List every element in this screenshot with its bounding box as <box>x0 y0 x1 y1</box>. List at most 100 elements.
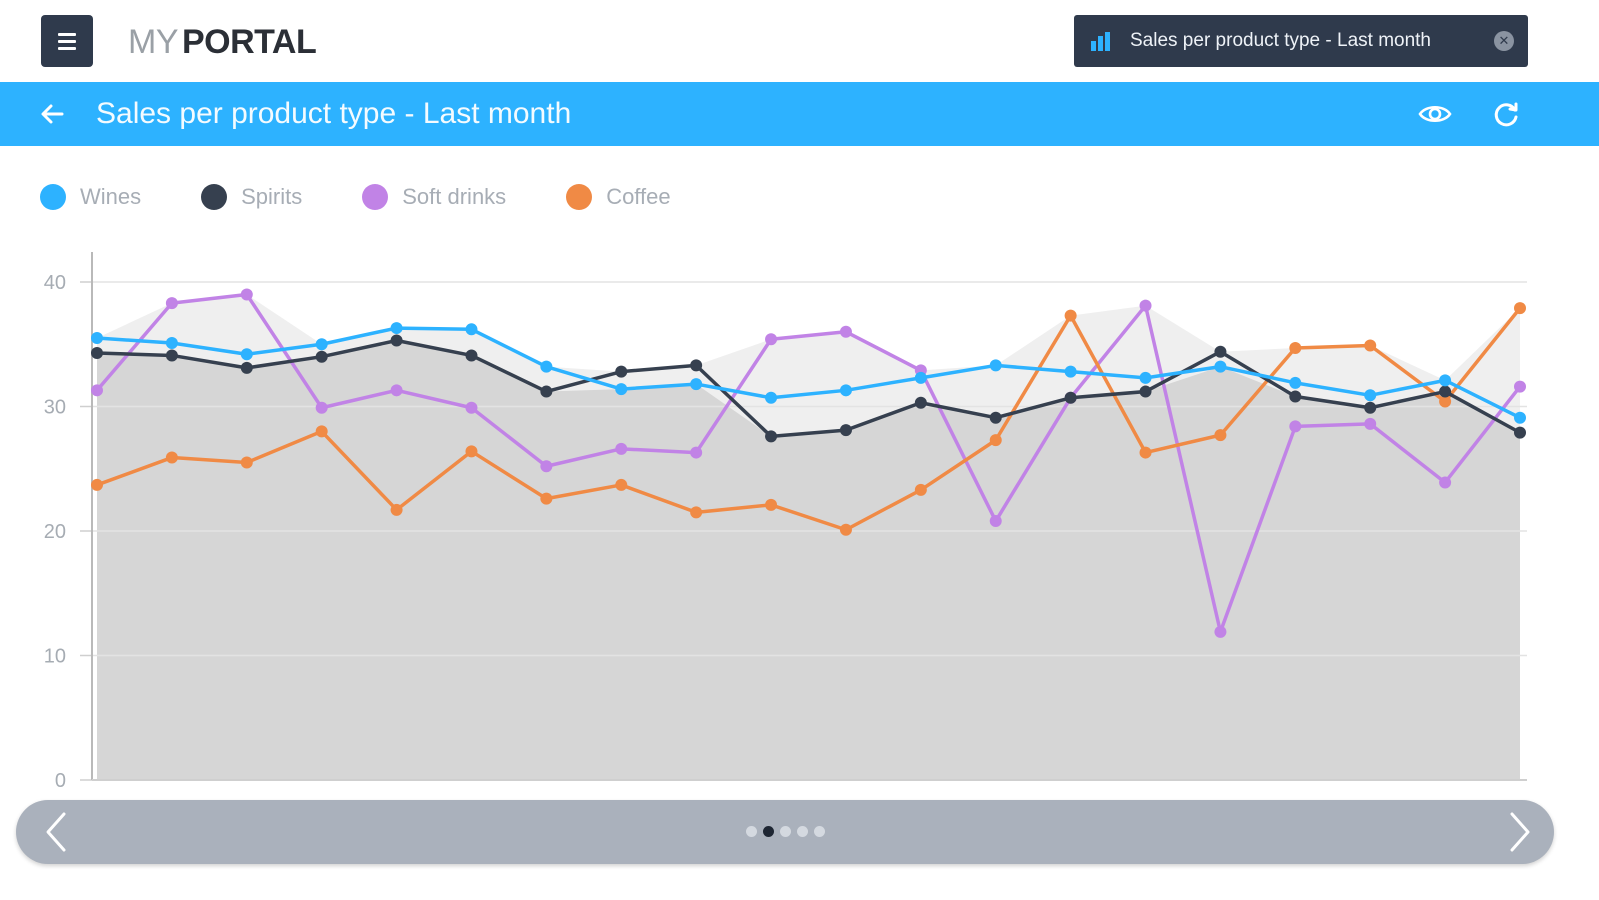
data-point-soft-drinks <box>1289 420 1302 433</box>
data-point-soft-drinks <box>1439 476 1452 489</box>
data-point-coffee <box>1289 341 1302 354</box>
data-point-wines <box>1289 376 1302 389</box>
data-point-wines <box>91 332 103 345</box>
legend-item-wines[interactable]: Wines <box>40 184 141 210</box>
data-point-spirits <box>914 396 927 409</box>
legend-label: Coffee <box>606 184 671 209</box>
data-point-spirits <box>690 359 703 372</box>
data-point-coffee <box>1439 395 1452 408</box>
data-point-spirits <box>240 361 253 374</box>
data-point-soft-drinks <box>240 288 253 301</box>
page-dot[interactable] <box>813 826 825 837</box>
data-point-soft-drinks <box>1214 625 1227 638</box>
data-point-coffee <box>615 478 628 491</box>
series-line-soft-drinks <box>95 292 1522 634</box>
page-dot[interactable] <box>796 826 808 837</box>
chevron-right-icon[interactable] <box>1502 810 1538 854</box>
data-point-coffee <box>1064 309 1077 322</box>
data-point-wines <box>540 360 553 373</box>
data-point-soft-drinks <box>765 333 778 346</box>
data-point-spirits <box>1514 426 1526 439</box>
close-circle-icon[interactable]: ✕ <box>1494 31 1514 51</box>
data-point-coffee <box>1514 302 1526 315</box>
data-point-wines <box>1439 374 1452 387</box>
report-selector[interactable]: Sales per product type - Last month ✕ <box>1074 15 1528 67</box>
data-point-spirits <box>540 385 553 398</box>
data-point-wines <box>1214 360 1227 373</box>
legend-item-soft-drinks[interactable]: Soft drinks <box>362 184 506 210</box>
data-point-wines <box>1514 411 1526 424</box>
y-tick-label: 20 <box>44 521 66 543</box>
data-point-wines <box>690 378 703 391</box>
data-point-soft-drinks <box>1514 380 1526 393</box>
menu-line <box>58 39 76 43</box>
data-point-wines <box>1064 365 1077 378</box>
data-point-spirits <box>1289 390 1302 403</box>
arrow-left-icon[interactable] <box>36 98 68 130</box>
data-point-soft-drinks <box>540 460 553 473</box>
legend-dot-icon <box>362 184 389 210</box>
data-point-wines <box>765 391 778 404</box>
data-point-wines <box>1139 371 1152 384</box>
app-logo: MY PORTAL <box>128 20 317 64</box>
refresh-icon[interactable] <box>1490 98 1522 130</box>
legend-dot-icon <box>566 184 593 210</box>
data-point-wines <box>989 359 1002 372</box>
chevron-left-icon[interactable] <box>38 810 74 854</box>
data-point-spirits <box>390 334 403 347</box>
data-point-wines <box>315 338 328 351</box>
data-point-coffee <box>989 434 1002 447</box>
data-point-soft-drinks <box>690 446 703 459</box>
eye-icon[interactable] <box>1418 99 1452 129</box>
data-point-spirits <box>765 430 778 443</box>
logo-portal: PORTAL <box>182 23 317 61</box>
bar-chart-icon <box>1091 32 1110 51</box>
legend-label: Soft drinks <box>402 184 507 209</box>
data-point-soft-drinks <box>390 384 403 397</box>
legend-item-spirits[interactable]: Spirits <box>201 184 302 210</box>
legend-dot-icon <box>40 184 66 210</box>
data-point-coffee <box>690 506 703 519</box>
page-dot[interactable] <box>745 826 757 837</box>
chart-legend: Wines Spirits Soft drinks Coffee <box>40 180 731 214</box>
data-point-spirits <box>989 411 1002 424</box>
sales-line-chart: 0 10 20 30 40 <box>44 252 1527 792</box>
data-point-spirits <box>615 365 628 378</box>
data-point-wines <box>839 384 852 397</box>
page-dot[interactable] <box>779 826 791 837</box>
series-line-spirits <box>96 338 1521 439</box>
data-point-wines <box>1364 389 1377 402</box>
data-point-spirits <box>165 349 178 362</box>
data-point-wines <box>165 337 178 350</box>
data-point-soft-drinks <box>989 515 1002 528</box>
page-dot[interactable] <box>762 826 774 837</box>
legend-dot-icon <box>201 184 228 210</box>
report-selector-label: Sales per product type - Last month <box>1130 30 1431 51</box>
data-point-soft-drinks <box>91 384 103 397</box>
data-point-coffee <box>540 492 553 505</box>
data-point-soft-drinks <box>839 325 852 338</box>
top-bar: MY PORTAL Sales per product type - Last m… <box>0 0 1599 82</box>
data-point-soft-drinks <box>1139 299 1152 312</box>
y-tick-label: 0 <box>55 770 66 792</box>
data-point-spirits <box>1214 345 1227 358</box>
data-point-coffee <box>1139 446 1152 459</box>
data-point-soft-drinks <box>615 442 628 455</box>
y-tick-label: 10 <box>44 646 66 668</box>
data-point-coffee <box>390 503 403 516</box>
data-point-spirits <box>315 350 328 363</box>
page-indicator <box>16 826 1554 837</box>
data-point-spirits <box>91 346 103 359</box>
data-point-coffee <box>465 445 478 458</box>
data-point-soft-drinks <box>465 401 478 414</box>
series-line-coffee <box>96 307 1522 532</box>
data-point-soft-drinks <box>1364 417 1377 430</box>
series-line-wines <box>96 326 1521 420</box>
title-bar: Sales per product type - Last month <box>0 82 1599 146</box>
data-point-wines <box>914 371 927 384</box>
data-point-spirits <box>1364 401 1377 414</box>
legend-item-coffee[interactable]: Coffee <box>566 184 671 210</box>
data-point-coffee <box>165 451 178 464</box>
menu-line <box>58 32 76 36</box>
hamburger-menu-icon[interactable] <box>41 15 93 67</box>
